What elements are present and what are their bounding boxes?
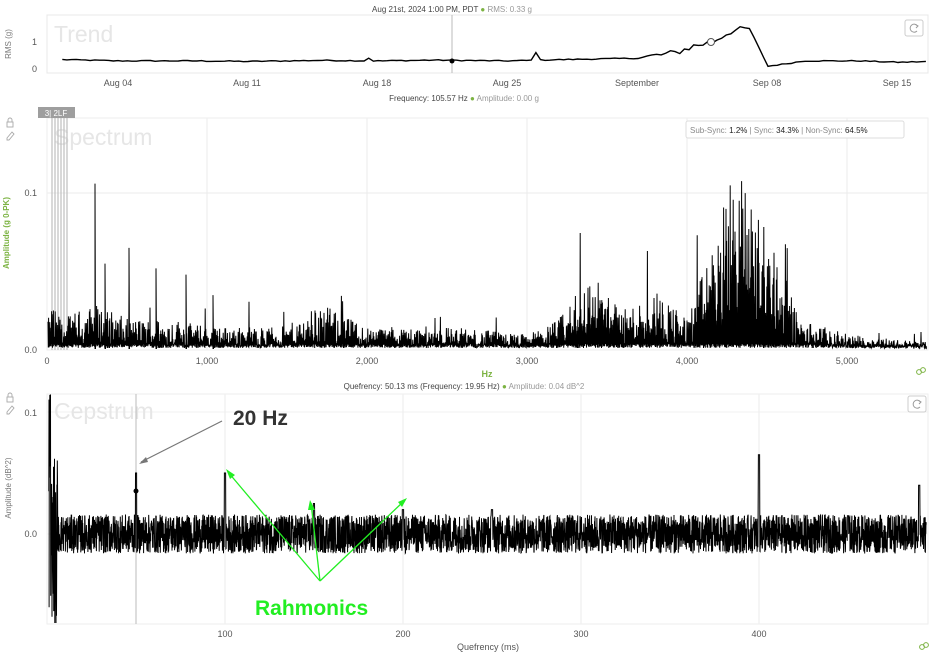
cepstrum-y-label: Amplitude (dB^2) [4,457,13,518]
trend-xtick: Aug 04 [104,78,133,88]
cepstrum-xtick: 200 [395,629,410,639]
non-sync-label: | Non-Sync: [801,126,843,135]
spectrum-xtick: 4,000 [676,356,699,366]
cepstrum-xtick: 400 [751,629,766,639]
trend-xticks: Aug 04 Aug 11 Aug 18 Aug 25 September Se… [104,78,912,88]
cepstrum-header: Quefrency: 50.13 ms (Frequency: 19.95 Hz… [344,382,585,391]
lock-icon[interactable] [6,392,14,403]
link-icon[interactable] [919,642,929,650]
edit-icon[interactable] [6,131,15,141]
spectrum-xticks: 0 1,000 2,000 3,000 4,000 5,000 [44,356,858,366]
non-sync-value: 64.5% [845,126,868,135]
sync-summary-text: Sub-Sync: 1.2% | Sync: 34.3% | Non-Sync:… [690,126,868,135]
spectrum-xtick: 3,000 [516,356,539,366]
spectrum-panel: Frequency: 105.57 Hz ● Amplitude: 0.00 g… [2,94,929,379]
spectrum-xtick: 1,000 [196,356,219,366]
spectrum-frequency: Frequency: 105.57 Hz [389,94,468,103]
spectrum-xtick: 2,000 [356,356,379,366]
trend-timestamp: Aug 21st, 2024 1:00 PM, PDT [372,5,478,14]
sync-summary-box: Sub-Sync: 1.2% | Sync: 34.3% | Non-Sync:… [685,120,905,139]
trend-stat: RMS: 0.33 g [487,5,531,14]
trend-watermark: Trend [54,21,113,47]
trend-ytick: 0 [32,64,37,74]
annotation-20hz: 20 Hz [233,407,288,430]
cepstrum-xtick: 100 [217,629,232,639]
sync-label: | Sync: [750,126,774,135]
trend-ytick: 1 [32,37,37,47]
marker-tag-label: 3| 2LF [45,109,68,118]
link-icon[interactable] [916,367,926,375]
lock-icon[interactable] [6,117,14,128]
rahmonics-arrows [226,469,407,582]
trend-cursor-point[interactable] [449,58,455,64]
spectrum-y-label: Amplitude (g 0-PK) [2,197,11,269]
cepstrum-xticks: 100 200 300 400 [217,629,766,639]
annotation-arrowhead-20hz [139,457,148,464]
marker-tag[interactable]: 3| 2LF [38,107,75,118]
spectrum-watermark: Spectrum [54,124,152,150]
annotation-arrow-20hz [140,420,223,463]
cepstrum-grid [47,394,928,624]
cepstrum-series-line [48,394,927,624]
trend-bullet: ● [480,5,487,14]
trend-plot-area[interactable] [46,14,929,74]
spectrum-amplitude: Amplitude: 0.00 g [477,94,539,103]
cepstrum-watermark: Cepstrum [54,398,154,424]
spectrum-x-label: Hz [482,369,493,379]
spectrum-plot-area[interactable] [46,117,929,351]
trend-series-line [62,25,926,68]
trend-xtick: Aug 18 [363,78,392,88]
spectrum-bullet: ● [470,94,477,103]
cepstrum-quefrency: Quefrency: 50.13 ms (Frequency: 19.95 Hz… [344,382,500,391]
cepstrum-x-label: Quefrency (ms) [457,642,519,652]
trend-xtick: Aug 25 [493,78,522,88]
trend-xtick: Sep 08 [753,78,782,88]
spectrum-xtick: 0 [44,356,49,366]
trend-panel: Aug 21st, 2024 1:00 PM, PDT ● RMS: 0.33 … [4,5,929,88]
sync-value: 34.3% [776,126,799,135]
annotation-rahmonics: Rahmonics [255,597,368,620]
sub-sync-label: Sub-Sync: [690,126,727,135]
trend-xtick: Aug 11 [233,78,261,88]
cepstrum-panel: Quefrency: 50.13 ms (Frequency: 19.95 Hz… [4,382,929,652]
cepstrum-ytick: 0.0 [24,529,37,539]
cepstrum-cursor-point[interactable] [133,488,139,494]
harmonic-markers [51,118,68,350]
spectrum-ytick: 0.0 [24,345,37,355]
trend-header: Aug 21st, 2024 1:00 PM, PDT ● RMS: 0.33 … [372,5,532,14]
cepstrum-ytick: 0.1 [24,408,37,418]
spectrum-header: Frequency: 105.57 Hz ● Amplitude: 0.00 g [389,94,539,103]
refresh-icon[interactable] [907,395,927,413]
cepstrum-amplitude: Amplitude: 0.04 dB^2 [509,382,585,391]
trend-xtick: Sep 15 [883,78,912,88]
sub-sync-value: 1.2% [729,126,747,135]
trend-hover-point[interactable] [707,38,715,46]
edit-icon[interactable] [6,405,15,415]
cepstrum-xtick: 300 [573,629,588,639]
cepstrum-bullet: ● [502,382,509,391]
trend-xtick: September [615,78,659,88]
cepstrum-plot-area[interactable] [46,393,929,625]
spectrum-ytick: 0.1 [24,188,37,198]
spectrum-series-line [47,181,928,350]
trend-y-label: RMS (g) [4,29,13,59]
refresh-icon[interactable] [904,19,924,37]
spectrum-xtick: 5,000 [836,356,859,366]
